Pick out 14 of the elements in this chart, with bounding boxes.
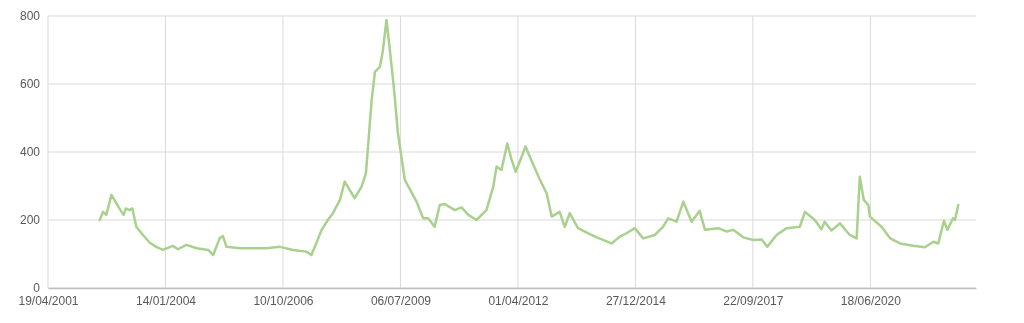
y-tick-label: 400 (19, 145, 41, 160)
x-tick-label: 14/01/2004 (135, 293, 197, 308)
x-tick-label: 18/06/2020 (840, 293, 902, 308)
y-tick-label: 800 (19, 9, 41, 24)
line-series (98, 18, 960, 257)
x-tick-label: 06/07/2009 (370, 293, 432, 308)
y-tick-label: 200 (19, 213, 41, 228)
y-tick-label: 600 (19, 77, 41, 92)
x-tick-label: 01/04/2012 (488, 293, 549, 308)
y-tick-label: 0 (33, 281, 41, 296)
x-tick-label: 22/09/2017 (723, 293, 784, 308)
x-tick-label: 10/10/2006 (253, 293, 314, 308)
x-tick-label: 27/12/2014 (605, 293, 667, 308)
x-tick-label: 19/04/2001 (18, 293, 79, 308)
